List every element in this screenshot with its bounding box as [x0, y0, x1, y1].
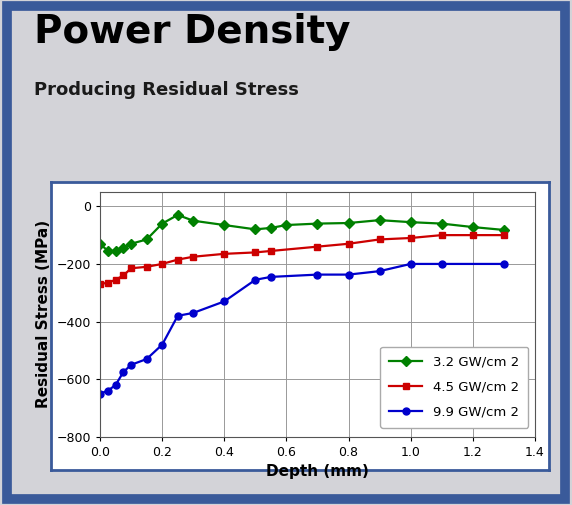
- 4.5 GW/cm 2: [469, 232, 476, 238]
- Line: 9.9 GW/cm 2: 9.9 GW/cm 2: [97, 261, 507, 397]
- 9.9 GW/cm 2: [407, 261, 414, 267]
- X-axis label: Depth (mm): Depth (mm): [266, 465, 369, 479]
- 9.9 GW/cm 2: [376, 268, 383, 274]
- Legend: 3.2 GW/cm 2, 4.5 GW/cm 2, 9.9 GW/cm 2: 3.2 GW/cm 2, 4.5 GW/cm 2, 9.9 GW/cm 2: [380, 346, 528, 428]
- 3.2 GW/cm 2: [190, 218, 197, 224]
- 9.9 GW/cm 2: [97, 390, 104, 396]
- 4.5 GW/cm 2: [252, 249, 259, 256]
- 9.9 GW/cm 2: [159, 341, 166, 347]
- 4.5 GW/cm 2: [376, 236, 383, 242]
- 3.2 GW/cm 2: [376, 217, 383, 223]
- 3.2 GW/cm 2: [345, 220, 352, 226]
- 9.9 GW/cm 2: [143, 356, 150, 362]
- 3.2 GW/cm 2: [174, 212, 181, 218]
- 3.2 GW/cm 2: [469, 224, 476, 230]
- 4.5 GW/cm 2: [221, 251, 228, 257]
- 4.5 GW/cm 2: [120, 272, 127, 278]
- 3.2 GW/cm 2: [252, 226, 259, 232]
- 3.2 GW/cm 2: [112, 248, 119, 254]
- 4.5 GW/cm 2: [174, 257, 181, 263]
- 4.5 GW/cm 2: [438, 232, 445, 238]
- 4.5 GW/cm 2: [407, 235, 414, 241]
- 3.2 GW/cm 2: [159, 221, 166, 227]
- 3.2 GW/cm 2: [105, 248, 112, 254]
- 9.9 GW/cm 2: [268, 274, 275, 280]
- 4.5 GW/cm 2: [128, 265, 134, 271]
- 3.2 GW/cm 2: [314, 221, 321, 227]
- 3.2 GW/cm 2: [407, 219, 414, 225]
- 3.2 GW/cm 2: [500, 227, 507, 233]
- 4.5 GW/cm 2: [500, 232, 507, 238]
- Y-axis label: Residual Stress (MPa): Residual Stress (MPa): [36, 220, 51, 409]
- 9.9 GW/cm 2: [221, 298, 228, 305]
- 9.9 GW/cm 2: [105, 388, 112, 394]
- 9.9 GW/cm 2: [120, 369, 127, 375]
- 9.9 GW/cm 2: [345, 272, 352, 278]
- 9.9 GW/cm 2: [314, 272, 321, 278]
- 9.9 GW/cm 2: [438, 261, 445, 267]
- 3.2 GW/cm 2: [283, 222, 290, 228]
- 4.5 GW/cm 2: [97, 281, 104, 287]
- 9.9 GW/cm 2: [500, 261, 507, 267]
- 4.5 GW/cm 2: [143, 264, 150, 270]
- Line: 4.5 GW/cm 2: 4.5 GW/cm 2: [97, 232, 507, 287]
- 4.5 GW/cm 2: [190, 254, 197, 260]
- 9.9 GW/cm 2: [252, 277, 259, 283]
- 4.5 GW/cm 2: [112, 277, 119, 283]
- 9.9 GW/cm 2: [128, 362, 134, 368]
- 9.9 GW/cm 2: [190, 310, 197, 316]
- Text: Power Density: Power Density: [34, 13, 351, 51]
- 3.2 GW/cm 2: [97, 241, 104, 247]
- 4.5 GW/cm 2: [105, 280, 112, 286]
- 3.2 GW/cm 2: [438, 221, 445, 227]
- 4.5 GW/cm 2: [345, 241, 352, 247]
- Text: Producing Residual Stress: Producing Residual Stress: [34, 81, 299, 99]
- Line: 3.2 GW/cm 2: 3.2 GW/cm 2: [97, 212, 507, 255]
- 3.2 GW/cm 2: [221, 222, 228, 228]
- 9.9 GW/cm 2: [112, 382, 119, 388]
- 3.2 GW/cm 2: [268, 225, 275, 231]
- 4.5 GW/cm 2: [314, 243, 321, 249]
- 4.5 GW/cm 2: [159, 261, 166, 267]
- 3.2 GW/cm 2: [120, 245, 127, 251]
- 4.5 GW/cm 2: [268, 248, 275, 254]
- 3.2 GW/cm 2: [143, 236, 150, 242]
- 3.2 GW/cm 2: [128, 241, 134, 247]
- 9.9 GW/cm 2: [174, 313, 181, 319]
